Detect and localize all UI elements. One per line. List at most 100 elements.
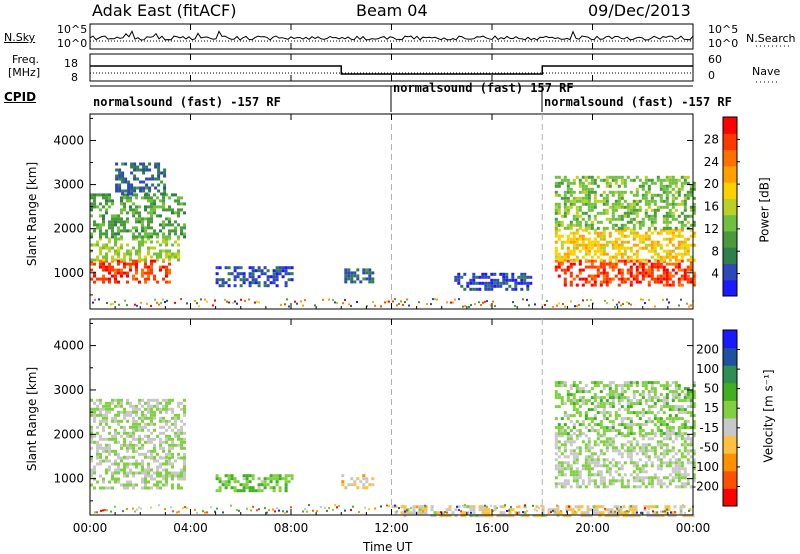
power-echo-cell xyxy=(593,252,597,256)
velocity-echo-cell xyxy=(141,462,144,466)
power-echo-cell xyxy=(171,252,174,256)
velocity-echo-cell xyxy=(463,505,467,509)
velocity-echo-cell xyxy=(635,440,639,444)
velocity-echo-cell xyxy=(638,426,642,430)
power-echo-cell xyxy=(635,202,639,206)
power-echo-cell xyxy=(502,278,506,282)
velocity-echo-cell xyxy=(608,381,612,385)
velocity-echo-cell xyxy=(626,408,630,412)
velocity-strip-cell xyxy=(532,504,534,507)
velocity-echo-cell xyxy=(123,407,126,411)
power-strip-cell xyxy=(464,305,466,308)
power-echo-cell xyxy=(147,274,150,278)
power-strip-cell xyxy=(106,302,108,304)
power-echo-cell xyxy=(602,231,606,235)
power-echo-cell xyxy=(614,181,618,185)
power-echo-cell xyxy=(656,208,660,212)
velocity-echo-cell xyxy=(484,511,488,515)
velocity-echo-cell xyxy=(171,428,174,432)
power-strip-cell xyxy=(244,299,246,302)
velocity-strip-cell xyxy=(688,509,690,512)
velocity-echo-cell xyxy=(602,485,606,489)
velocity-echo-cell xyxy=(590,429,594,433)
velocity-echo-cell xyxy=(412,505,416,509)
power-echo-cell xyxy=(141,235,144,239)
velocity-echo-cell xyxy=(686,452,690,456)
velocity-echo-cell xyxy=(560,384,564,388)
velocity-strip-cell xyxy=(432,505,434,508)
power-echo-cell xyxy=(647,202,651,206)
velocity-echo-cell xyxy=(254,489,258,493)
velocity-echo-cell xyxy=(659,458,663,462)
velocity-echo-cell xyxy=(653,452,657,456)
velocity-echo-cell xyxy=(674,432,678,436)
velocity-echo-cell xyxy=(578,452,582,456)
velocity-echo-cell xyxy=(611,405,615,409)
velocity-echo-cell xyxy=(677,426,681,430)
power-echo-cell xyxy=(632,199,636,203)
power-echo-cell xyxy=(596,240,600,244)
power-echo-cell xyxy=(587,199,591,203)
velocity-colorbar-swatch xyxy=(723,435,737,454)
velocity-echo-cell xyxy=(566,479,570,483)
velocity-echo-cell xyxy=(608,426,612,430)
power-echo-cell xyxy=(129,255,132,259)
velocity-echo-cell xyxy=(569,420,573,424)
velocity-echo-cell xyxy=(664,505,668,509)
velocity-echo-cell xyxy=(611,402,615,406)
power-echo-cell xyxy=(677,262,681,266)
velocity-echo-cell xyxy=(626,417,630,421)
velocity-echo-cell xyxy=(679,511,683,515)
power-echo-cell xyxy=(168,217,171,221)
power-echo-cell xyxy=(677,190,681,194)
power-echo-cell xyxy=(632,277,636,281)
power-echo-cell xyxy=(590,220,594,224)
power-echo-cell xyxy=(566,181,570,185)
power-echo-cell xyxy=(683,178,687,182)
power-echo-cell xyxy=(133,162,137,166)
velocity-echo-cell xyxy=(590,381,594,385)
power-echo-cell xyxy=(99,237,102,241)
power-echo-cell xyxy=(511,275,515,279)
power-echo-cell xyxy=(692,184,696,188)
velocity-echo-cell xyxy=(674,408,678,412)
velocity-echo-cell xyxy=(484,508,488,512)
power-echo-cell xyxy=(620,181,624,185)
power-echo-cell xyxy=(575,228,579,232)
velocity-echo-cell xyxy=(689,440,693,444)
power-echo-cell xyxy=(611,217,615,221)
velocity-strip-cell xyxy=(344,509,346,512)
power-echo-cell xyxy=(662,255,666,259)
power-echo-cell xyxy=(105,202,108,206)
power-echo-cell xyxy=(150,259,153,263)
velocity-echo-cell xyxy=(554,485,558,489)
velocity-echo-cell xyxy=(596,402,600,406)
velocity-echo-cell xyxy=(460,514,464,518)
velocity-echo-cell xyxy=(114,471,117,475)
power-echo-cell xyxy=(656,205,660,209)
power-echo-cell xyxy=(227,266,231,270)
velocity-echo-cell xyxy=(141,452,144,456)
velocity-echo-cell xyxy=(605,464,609,468)
power-echo-cell xyxy=(114,220,117,224)
velocity-echo-cell xyxy=(586,514,590,518)
velocity-echo-cell xyxy=(692,467,696,471)
power-echo-cell xyxy=(251,266,255,270)
power-echo-cell xyxy=(554,265,558,269)
velocity-echo-cell xyxy=(153,404,156,408)
power-echo-cell xyxy=(174,226,177,230)
velocity-echo-cell xyxy=(569,485,573,489)
velocity-echo-cell xyxy=(665,396,669,400)
power-echo-cell xyxy=(114,217,117,221)
power-echo-cell xyxy=(611,265,615,269)
power-echo-cell xyxy=(578,178,582,182)
velocity-echo-cell xyxy=(144,471,147,475)
power-echo-cell xyxy=(671,205,675,209)
power-echo-cell xyxy=(689,193,693,197)
velocity-echo-cell xyxy=(362,483,366,487)
power-echo-cell xyxy=(677,187,681,191)
velocity-echo-cell xyxy=(436,511,440,515)
power-echo-cell xyxy=(692,187,696,191)
velocity-echo-cell xyxy=(662,476,666,480)
